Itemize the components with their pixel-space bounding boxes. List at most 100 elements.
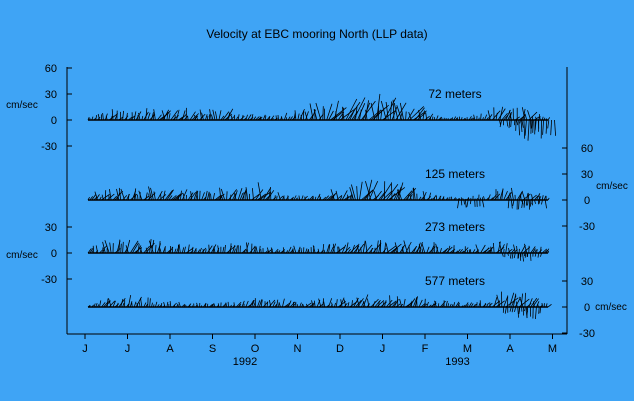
velocity-stick: [510, 119, 512, 128]
velocity-stick: [545, 119, 548, 134]
velocity-stick: [457, 248, 461, 254]
velocity-stick: [151, 302, 153, 308]
velocity-stick: [252, 188, 254, 201]
velocity-stick: [228, 189, 238, 201]
velocity-stick: [521, 119, 524, 128]
velocity-stick: [180, 190, 182, 201]
velocity-stick: [451, 304, 454, 308]
velocity-stick: [482, 199, 485, 208]
velocity-stick: [513, 244, 516, 254]
velocity-stick: [376, 300, 385, 308]
velocity-stick: [328, 110, 334, 121]
velocity-stick: [543, 249, 548, 254]
velocity-stick: [334, 302, 336, 308]
velocity-stick: [396, 296, 399, 308]
velocity-stick: [445, 246, 453, 254]
velocity-stick: [349, 193, 353, 201]
velocity-stick: [357, 298, 364, 308]
velocity-stick: [490, 197, 494, 201]
velocity-stick: [399, 112, 403, 121]
velocity-stick: [148, 186, 152, 201]
velocity-stick: [516, 119, 519, 126]
velocity-stick: [243, 248, 247, 254]
velocity-stick: [137, 243, 140, 254]
velocity-stick: [305, 248, 308, 254]
velocity-stick: [255, 246, 258, 254]
velocity-stick: [532, 119, 534, 133]
chart-title: Velocity at EBC mooring North (LLP data): [206, 27, 427, 41]
velocity-stick: [484, 247, 490, 254]
velocity-stick: [532, 248, 536, 254]
velocity-stick: [185, 247, 194, 254]
velocity-stick: [382, 110, 396, 121]
velocity-stick: [246, 242, 249, 254]
velocity-stick: [458, 303, 460, 308]
velocity-stick: [486, 249, 491, 254]
velocity-stick: [525, 199, 528, 206]
left-tick-label: -30: [41, 274, 57, 286]
velocity-stick: [374, 190, 382, 201]
velocity-stick: [523, 119, 526, 139]
velocity-stick: [239, 193, 244, 201]
velocity-stick: [521, 191, 526, 201]
velocity-stick: [187, 244, 190, 254]
velocity-stick: [316, 193, 321, 201]
velocity-stick: [87, 197, 90, 201]
velocity-stick: [120, 243, 122, 254]
velocity-stick: [435, 243, 439, 254]
velocity-stick: [459, 248, 463, 254]
velocity-stick: [253, 116, 257, 121]
velocity-stick: [102, 112, 104, 121]
velocity-stick: [539, 306, 542, 314]
velocity-stick: [370, 247, 373, 254]
velocity-stick: [328, 298, 333, 308]
velocity-stick: [457, 199, 460, 209]
velocity-stick: [343, 299, 347, 308]
velocity-stick: [403, 190, 413, 201]
velocity-stick: [287, 116, 291, 121]
velocity-stick: [451, 117, 454, 121]
velocity-stick: [468, 302, 472, 308]
velocity-stick: [507, 248, 513, 254]
velocity-stick: [372, 300, 376, 308]
velocity-stick: [148, 240, 154, 254]
right-tick-label: 30: [581, 169, 593, 181]
velocity-stick: [210, 303, 214, 308]
velocity-stick: [463, 247, 469, 254]
velocity-stick: [205, 190, 208, 201]
velocity-stick: [519, 119, 521, 124]
velocity-stick: [181, 110, 186, 121]
velocity-stick: [531, 199, 533, 206]
velocity-stick: [550, 119, 552, 136]
velocity-stick: [539, 246, 542, 254]
velocity-stick: [489, 302, 491, 308]
velocity-stick: [111, 109, 114, 121]
year-label: 1992: [233, 356, 257, 368]
velocity-stick: [309, 195, 314, 201]
velocity-stick: [355, 243, 360, 254]
month-tick-label: J: [380, 343, 386, 355]
velocity-stick: [264, 195, 270, 201]
velocity-stick: [206, 115, 209, 121]
series-depth-label: 72 meters: [428, 87, 481, 101]
velocity-stick: [542, 119, 544, 135]
velocity-stick: [270, 247, 274, 254]
right-tick-label: 30: [581, 276, 593, 288]
velocity-stick: [324, 195, 329, 201]
velocity-stick: [464, 302, 469, 308]
velocity-stick: [328, 244, 331, 254]
velocity-stick: [245, 187, 249, 201]
velocity-stick: [206, 191, 210, 201]
plot-frame: [66, 67, 568, 339]
velocity-stick: [508, 119, 511, 129]
velocity-stick: [304, 196, 306, 201]
velocity-stick: [245, 300, 249, 308]
velocity-stick: [418, 110, 422, 121]
velocity-stick: [291, 197, 294, 201]
velocity-stick: [104, 240, 110, 254]
velocity-stick: [161, 110, 166, 121]
velocity-stick: [347, 302, 350, 308]
velocity-stick: [380, 109, 383, 121]
velocity-stick: [177, 303, 179, 308]
velocity-stick: [445, 197, 449, 201]
